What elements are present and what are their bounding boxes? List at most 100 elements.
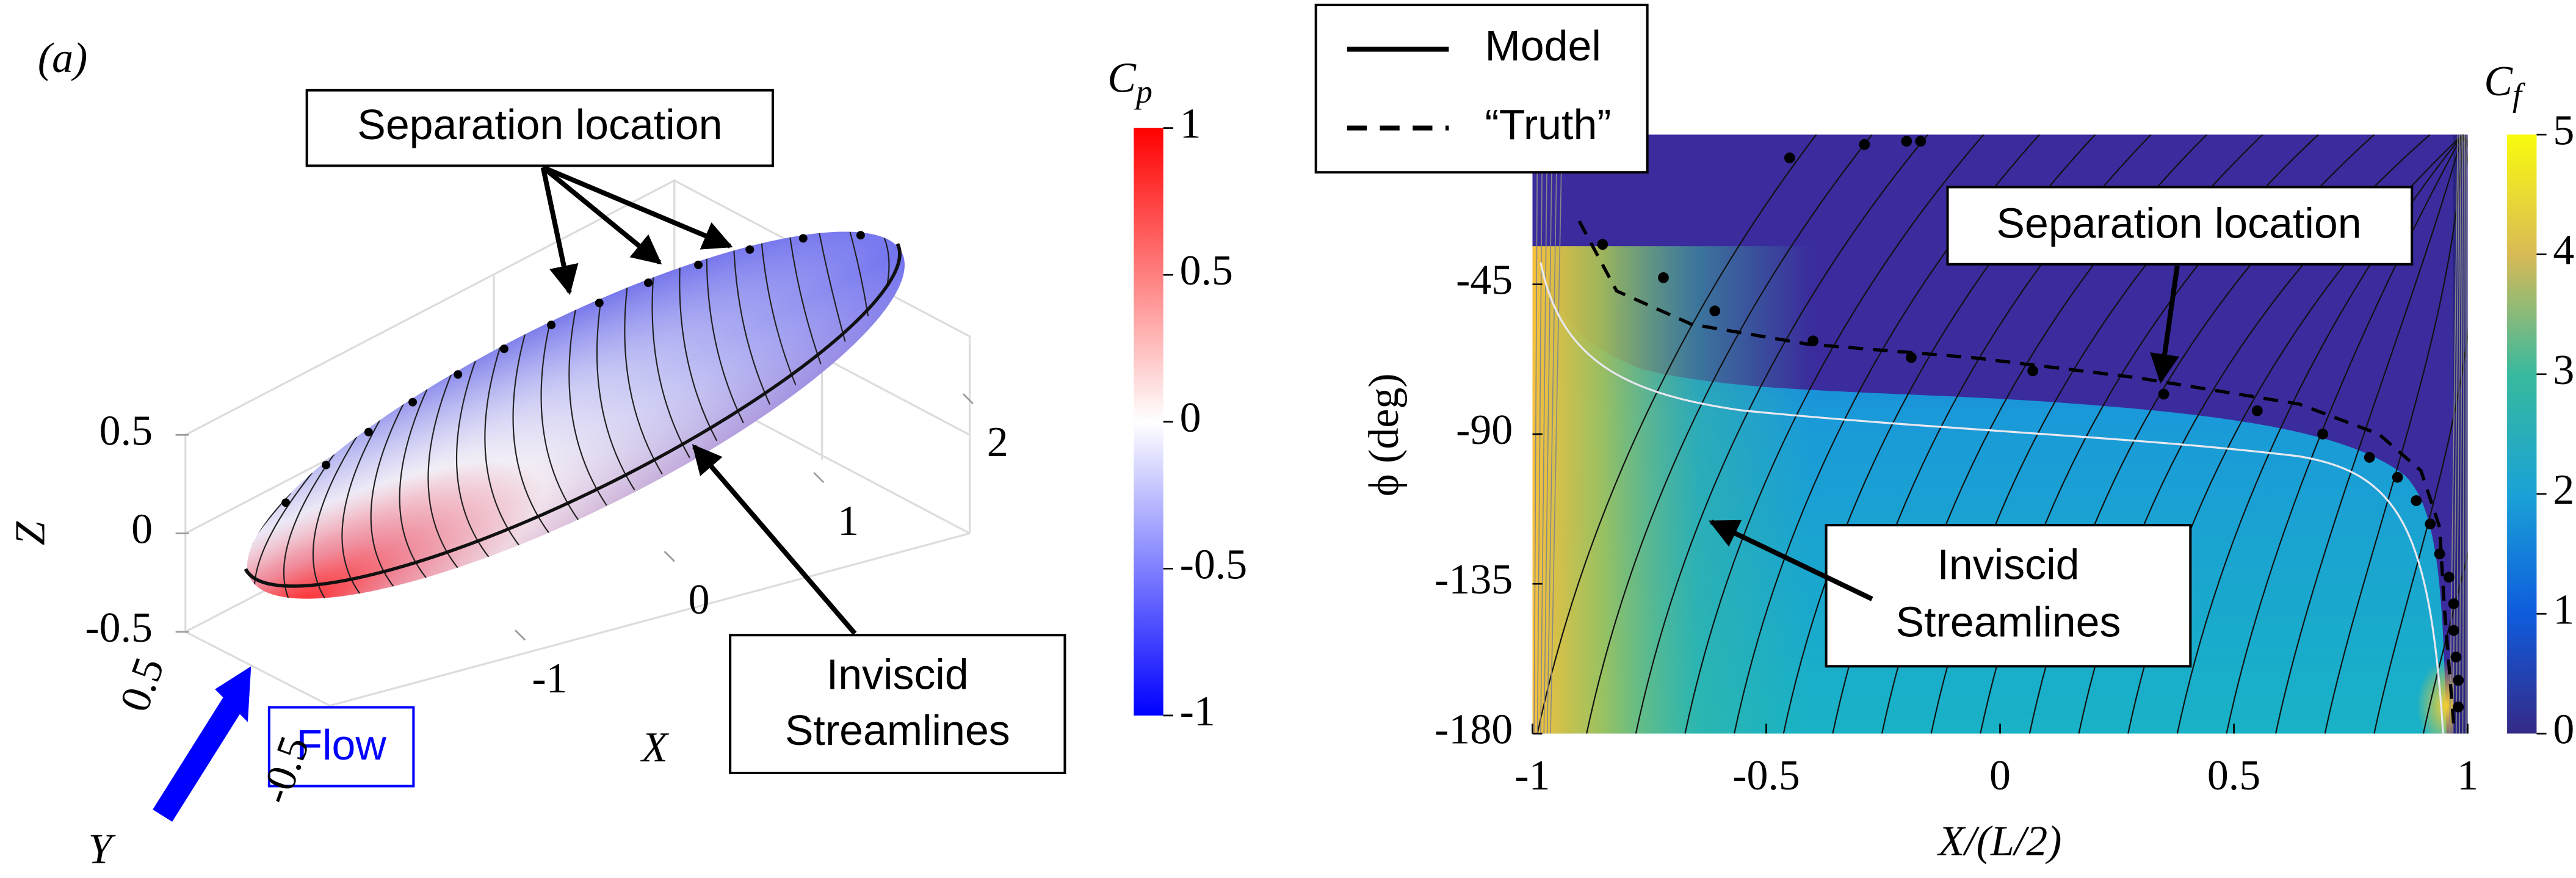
y-axis-label: Y: [89, 826, 117, 873]
annotation-box: [1946, 186, 2414, 266]
separation-point: [1915, 136, 1927, 147]
separation-point: [408, 397, 418, 407]
separation-point: [2364, 452, 2375, 463]
separation-point: [1597, 239, 1608, 250]
flow-label: Flow: [296, 721, 386, 769]
x-tick-label: 1: [838, 498, 859, 545]
separation-point: [2158, 388, 2169, 400]
streamline-edge: [1540, 134, 1548, 734]
panel-label: (a): [38, 35, 87, 82]
streamline: [651, 277, 690, 459]
streamline: [540, 321, 579, 521]
annotation: Streamlines: [785, 706, 1010, 754]
colorbar-tick-label: 0: [1180, 394, 1201, 441]
streamline: [1586, 134, 1873, 734]
annotation: Streamlines: [1895, 598, 2121, 646]
colorbar-label-main: C: [2484, 58, 2513, 105]
separation-point: [364, 427, 373, 437]
colorbar-tick-label: 0: [2553, 706, 2574, 753]
colorbar-label: Cp: [1107, 54, 1152, 110]
colorbar-tick-label: 1: [1180, 101, 1201, 148]
streamline: [484, 347, 522, 549]
colorbar-tick-label: -1: [1180, 688, 1215, 735]
streamline: [733, 250, 771, 405]
streamline-edge: [1546, 134, 1558, 734]
separation-point: [454, 370, 463, 379]
colorbar-tick-label: 2: [2553, 466, 2574, 513]
separation-point: [281, 498, 291, 507]
annotation-box: [1825, 524, 2192, 668]
flow-box: [267, 706, 415, 788]
streamline: [370, 404, 405, 599]
colorbar-label-main: C: [1107, 54, 1137, 101]
colorbar-label: Cf: [2484, 58, 2526, 114]
separation-point: [798, 234, 808, 243]
streamline: [789, 237, 822, 365]
x-tick-label: 2: [987, 419, 1008, 466]
y-tick-label: -90: [1456, 407, 1513, 454]
streamline: [596, 298, 635, 491]
flow-arrow: [153, 694, 245, 822]
streamline: [706, 258, 744, 424]
streamline: [427, 374, 464, 575]
streamline-edge: [1543, 134, 1553, 734]
colorbar-tick-label: -0.5: [1180, 541, 1248, 588]
separation-point: [1859, 139, 1870, 150]
annotation-arrows: [1709, 265, 2180, 601]
x-tick-label: -0.5: [1732, 752, 1800, 799]
separation-point: [1658, 272, 1669, 283]
colorbar-tick-label: 5: [2553, 107, 2574, 154]
streamline-edge: [1550, 134, 1563, 734]
x-axis-label: X: [640, 724, 669, 771]
colorbar-label-sub: p: [1134, 73, 1152, 110]
truth-line: [1577, 220, 2456, 724]
separation-point: [2453, 675, 2464, 686]
streamline: [1635, 134, 1929, 734]
y-tick-label: -135: [1435, 556, 1513, 603]
separation-point: [856, 231, 865, 240]
separation-point: [1784, 152, 1795, 164]
separation-point: [2027, 365, 2039, 377]
flow-arrow-head: [215, 666, 251, 722]
y-tick-label: -0.5: [251, 730, 319, 810]
streamline: [399, 389, 435, 587]
separation-point: [2450, 651, 2462, 662]
streamline: [849, 231, 869, 317]
legend-label: Model: [1485, 22, 1601, 70]
x-tick: [962, 393, 974, 405]
separation-point: [644, 278, 653, 288]
annotation-box: [729, 634, 1066, 774]
x-axis-label: X/(L/2): [1937, 818, 2062, 865]
y-axis-label: ϕ (deg): [1361, 373, 1408, 496]
y-tick-label: 0.5: [111, 651, 173, 717]
x-tick-label: 1: [2457, 752, 2478, 799]
annotation: Separation location: [357, 101, 722, 148]
legend-box: [1314, 4, 1649, 174]
streamline-edge: [2459, 134, 2464, 734]
x-tick-label: 0: [1989, 752, 2011, 799]
separation-point: [322, 460, 331, 470]
panel-a: (a) Z X Y Cp Separation location Invisc: [7, 35, 1152, 873]
y-tick-label: -180: [1435, 706, 1513, 753]
annotation: Inviscid: [827, 651, 969, 698]
annotation-box: [305, 89, 775, 167]
streamline: [819, 233, 846, 342]
separation-point: [2448, 625, 2459, 636]
separation-point: [2251, 405, 2263, 416]
annotation-arrows: [540, 165, 857, 636]
z-tick-label: -0.5: [85, 604, 153, 651]
separation-point: [1901, 136, 1912, 147]
z-tick-label: 0: [131, 506, 153, 553]
y-tick-label: -45: [1456, 257, 1513, 304]
streamline: [2324, 134, 2464, 734]
x-tick-label: 0.5: [2207, 752, 2260, 799]
streamline: [679, 267, 718, 441]
separation-point: [2411, 495, 2422, 506]
z-axis-label: Z: [7, 521, 54, 545]
separation-point: [745, 245, 754, 254]
x-tick: [813, 472, 825, 484]
separation-point: [694, 260, 703, 269]
separation-point: [1906, 352, 1917, 363]
colorbar-tick-label: 3: [2553, 347, 2574, 394]
